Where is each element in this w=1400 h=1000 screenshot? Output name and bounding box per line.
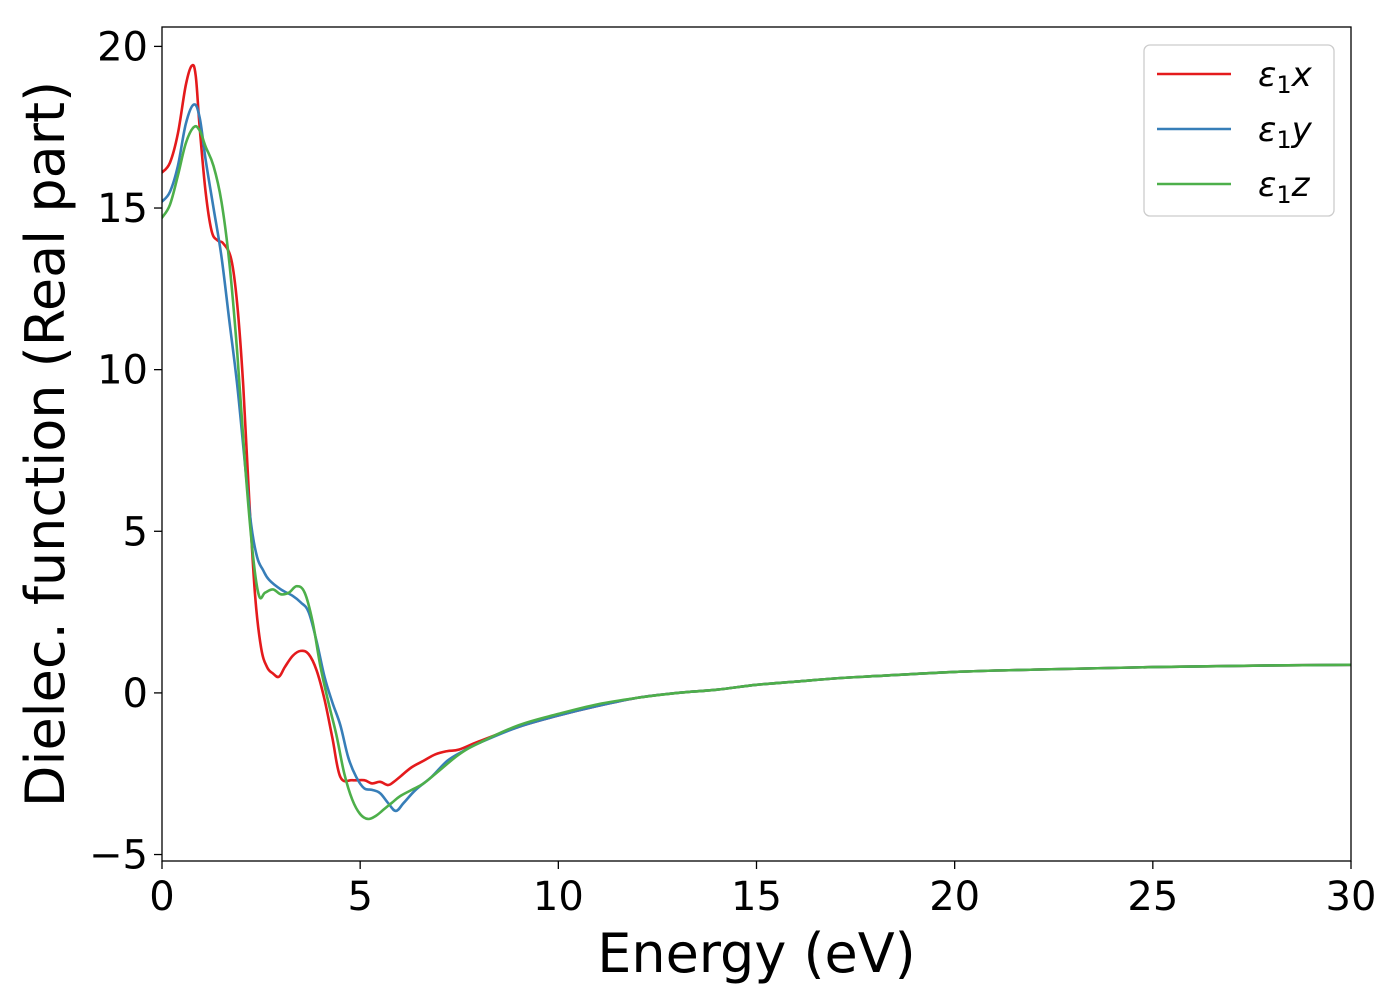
- y-tick-label: 5: [123, 509, 148, 555]
- y-axis-label: Dielec. function (Real part): [14, 81, 77, 807]
- x-tick-label: 10: [533, 874, 584, 920]
- x-tick-label: 30: [1326, 874, 1377, 920]
- x-tick-label: 5: [347, 874, 372, 920]
- y-tick-label: 20: [97, 24, 148, 70]
- x-tick-label: 20: [929, 874, 980, 920]
- y-tick-label: 0: [123, 671, 148, 717]
- x-tick-label: 25: [1127, 874, 1178, 920]
- x-tick-label: 15: [731, 874, 782, 920]
- series-layer: [162, 63, 1351, 821]
- legend-label-z: ε1z: [1258, 165, 1311, 209]
- x-tick-label: 0: [149, 874, 174, 920]
- x-axis-label: Energy (eV): [597, 922, 916, 985]
- legend-label-y: ε1y: [1258, 110, 1313, 154]
- y-tick-label: −5: [89, 833, 148, 879]
- series-line-z: [162, 124, 1351, 821]
- legend-label-x: ε1x: [1258, 55, 1313, 99]
- y-tick-label: 15: [97, 186, 148, 232]
- legend: ε1x ε1y ε1z: [1143, 44, 1335, 217]
- y-tick-label: 10: [97, 348, 148, 394]
- legend-box: [1143, 44, 1335, 217]
